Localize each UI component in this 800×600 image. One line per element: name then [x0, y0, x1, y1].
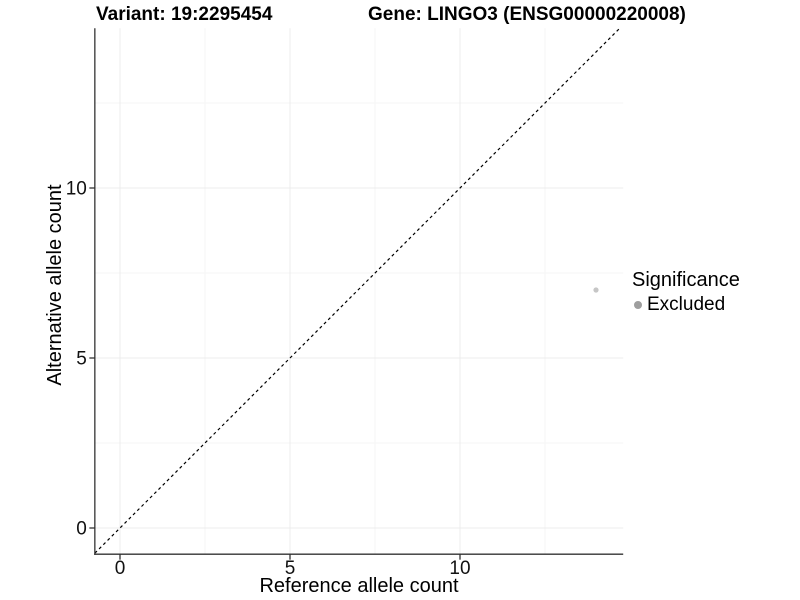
- x-tick-label: 10: [449, 558, 470, 579]
- legend-item-excluded: Excluded: [632, 294, 740, 316]
- x-axis-title: Reference allele count: [259, 575, 459, 597]
- legend-title: Significance: [632, 269, 740, 291]
- y-tick-label: 0: [76, 519, 87, 540]
- legend: Significance Excluded: [632, 268, 740, 316]
- y-tick-label: 10: [66, 179, 87, 200]
- y-tick-label: 5: [76, 349, 87, 370]
- legend-item-label: Excluded: [647, 294, 726, 315]
- x-tick-label: 5: [285, 558, 296, 579]
- plot-title-gene: Gene: LINGO3 (ENSG00000220008): [368, 4, 686, 25]
- data-point: [593, 287, 599, 293]
- identity-line: [94, 27, 621, 554]
- x-tick-label: 0: [115, 558, 126, 579]
- y-axis-title: Alternative allele count: [44, 184, 66, 386]
- legend-point-icon: [634, 301, 642, 309]
- plot-title-variant: Variant: 19:2295454: [96, 4, 273, 25]
